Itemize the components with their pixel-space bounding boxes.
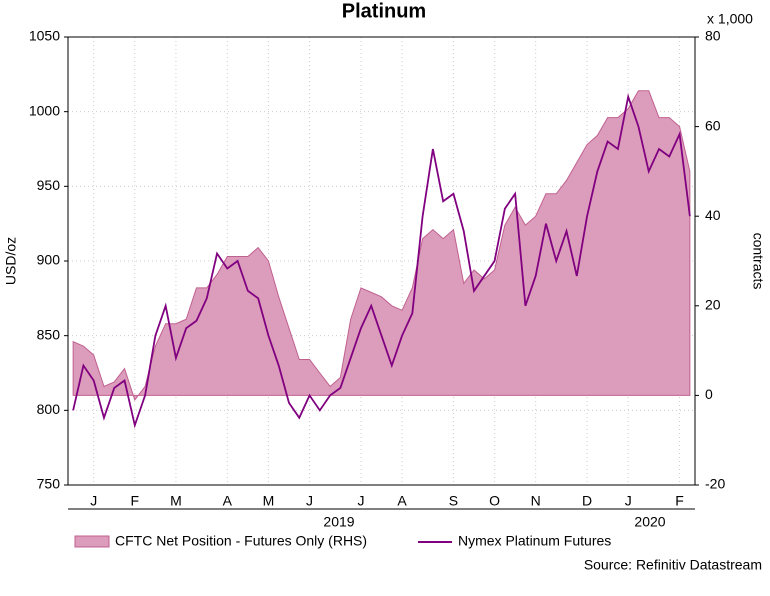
line	[72, 93, 691, 429]
y2-tick-label: 0	[705, 386, 713, 402]
y-tick-label: 800	[37, 401, 61, 417]
x-tick-label: A	[397, 493, 407, 509]
x-tick-label: F	[131, 493, 140, 509]
y-tick-label: 850	[37, 326, 61, 342]
y-tick-label: 1000	[29, 102, 60, 118]
y-axis-label: USD/oz	[3, 237, 19, 285]
year-label: 2020	[634, 514, 665, 530]
y-tick-label: 1050	[29, 28, 60, 44]
y-tick-label: 950	[37, 177, 61, 193]
y2-tick-label: 80	[705, 28, 721, 44]
x-tick-label: D	[582, 493, 592, 509]
y-tick-label: 900	[37, 252, 61, 268]
x-tick-label: M	[263, 493, 275, 509]
y2-tick-label: 60	[705, 117, 721, 133]
area	[72, 90, 691, 401]
legend-swatch	[74, 535, 110, 548]
plot-frame	[67, 36, 696, 486]
x-tick-label: O	[489, 493, 500, 509]
x-tick-label: N	[531, 493, 541, 509]
x-tick-label: F	[675, 493, 684, 509]
y-tick-label: 750	[37, 476, 61, 492]
legend-label: CFTC Net Position - Futures Only (RHS)	[115, 533, 367, 549]
x-tick-label: S	[449, 493, 458, 509]
chart-title: Platinum	[342, 0, 426, 22]
x-tick-label: A	[223, 493, 233, 509]
x-tick-label: M	[170, 493, 182, 509]
x-tick-label: J	[625, 493, 632, 509]
x-tick-label: J	[306, 493, 313, 509]
y2-axis-label: contracts	[750, 233, 766, 290]
x-tick-label: J	[90, 493, 97, 509]
y2-tick-label: 20	[705, 297, 721, 313]
y2-unit: x 1,000	[707, 11, 753, 27]
legend-label: Nymex Platinum Futures	[458, 533, 611, 549]
y2-tick-label: 40	[705, 207, 721, 223]
source: Source: Refinitiv Datastream	[584, 557, 762, 573]
y2-tick-label: -20	[705, 476, 725, 492]
x-tick-label: J	[357, 493, 364, 509]
year-label: 2019	[323, 514, 354, 530]
